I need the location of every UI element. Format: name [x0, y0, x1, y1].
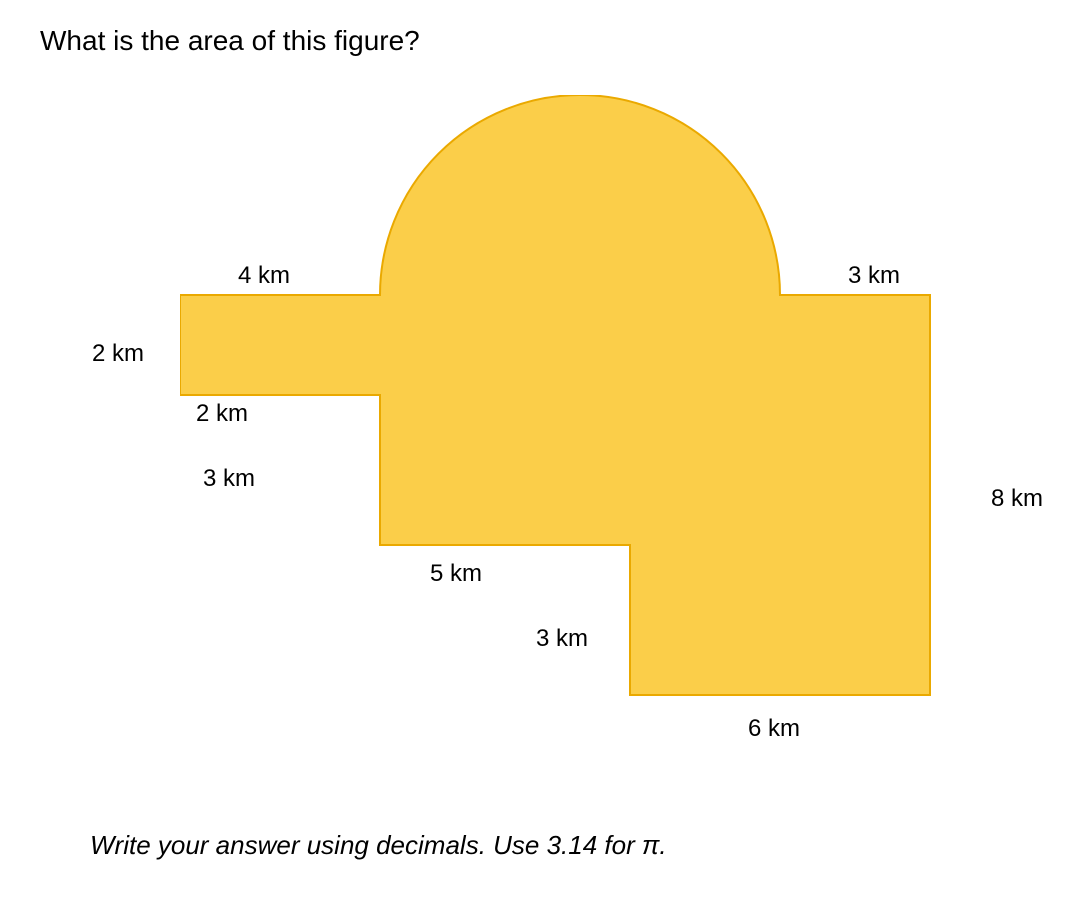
- label-right-side: 8 km: [991, 485, 1043, 513]
- label-step1-side: 3 km: [203, 465, 255, 493]
- label-left-side: 2 km: [92, 340, 144, 368]
- figure-shape: [180, 95, 990, 715]
- instruction-text: Write your answer using decimals. Use 3.…: [90, 830, 667, 861]
- label-bottom: 6 km: [748, 715, 800, 743]
- label-top-left: 4 km: [238, 262, 290, 290]
- label-step2-bottom: 5 km: [430, 560, 482, 588]
- label-step1-bottom: 2 km: [196, 400, 248, 428]
- label-step2-side: 3 km: [536, 625, 588, 653]
- label-top-right: 3 km: [848, 262, 900, 290]
- question-text: What is the area of this figure?: [40, 25, 420, 57]
- composite-path: [180, 95, 930, 695]
